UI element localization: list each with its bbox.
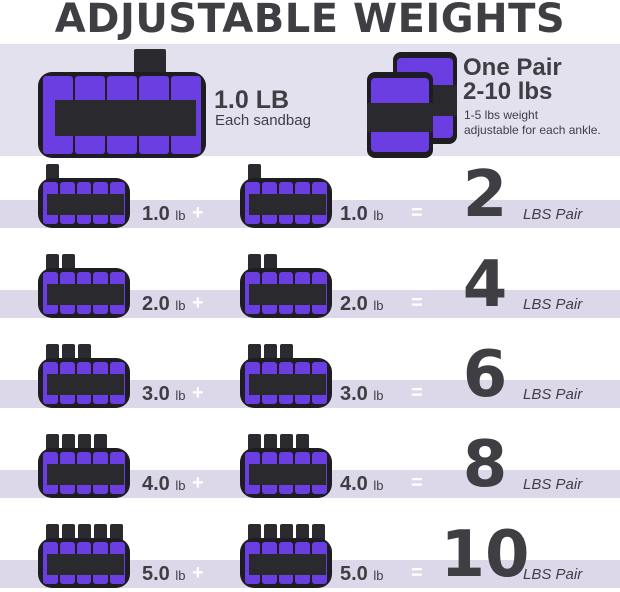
left-weight: 2.0 lb <box>142 293 186 315</box>
equals-sign: = <box>411 472 423 494</box>
pouch-icon <box>240 178 332 228</box>
sandbag-caption: Each sandbag <box>215 112 311 129</box>
equals-sign: = <box>411 382 423 404</box>
pouch-icon <box>38 178 130 228</box>
pouch-icon <box>240 538 332 588</box>
pouch-icon <box>240 358 332 408</box>
left-weight: 1.0 lb <box>142 203 186 225</box>
right-weight: 1.0 lb <box>340 203 384 225</box>
right-weight: 2.0 lb <box>340 293 384 315</box>
total-unit: LBS Pair <box>523 386 583 403</box>
total-unit: LBS Pair <box>523 566 583 583</box>
pair-desc-2: adjustable for each ankle. <box>464 123 601 137</box>
total-unit: LBS Pair <box>523 296 583 313</box>
pouch-icon <box>38 268 130 318</box>
equals-sign: = <box>411 292 423 314</box>
total-weight: 8 <box>462 428 508 502</box>
right-weight: 5.0 lb <box>340 563 384 585</box>
pair-desc-1: 1-5 lbs weight <box>464 108 539 122</box>
pouch-icon <box>38 538 130 588</box>
right-weight: 3.0 lb <box>340 383 384 405</box>
page-title: ADJUSTABLE WEIGHTS <box>54 0 566 42</box>
pair-heading-1: One Pair <box>463 54 562 81</box>
pair-heading-2: 2-10 lbs <box>463 78 553 105</box>
pouch-icon <box>38 358 130 408</box>
left-weight: 4.0 lb <box>142 473 186 495</box>
equals-sign: = <box>411 562 423 584</box>
total-unit: LBS Pair <box>523 206 583 223</box>
total-weight: 10 <box>440 518 530 592</box>
total-weight: 2 <box>462 158 508 232</box>
plus-sign: + <box>192 202 204 224</box>
left-weight: 3.0 lb <box>142 383 186 405</box>
top-panel: 1.0 LB Each sandbag One Pair 2-10 lbs 1-… <box>0 44 620 158</box>
pouch-icon <box>240 448 332 498</box>
total-unit: LBS Pair <box>523 476 583 493</box>
sandbag-weight: 1.0 LB <box>214 86 290 114</box>
equals-sign: = <box>411 202 423 224</box>
total-weight: 6 <box>462 338 508 412</box>
plus-sign: + <box>192 292 204 314</box>
pouch-icon <box>240 268 332 318</box>
pouch-image <box>38 72 206 158</box>
plus-sign: + <box>192 472 204 494</box>
left-weight: 5.0 lb <box>142 563 186 585</box>
pouch-icon <box>38 448 130 498</box>
total-weight: 4 <box>462 248 508 322</box>
plus-sign: + <box>192 382 204 404</box>
plus-sign: + <box>192 562 204 584</box>
right-weight: 4.0 lb <box>340 473 384 495</box>
ankle-weight-front-image <box>367 72 433 158</box>
